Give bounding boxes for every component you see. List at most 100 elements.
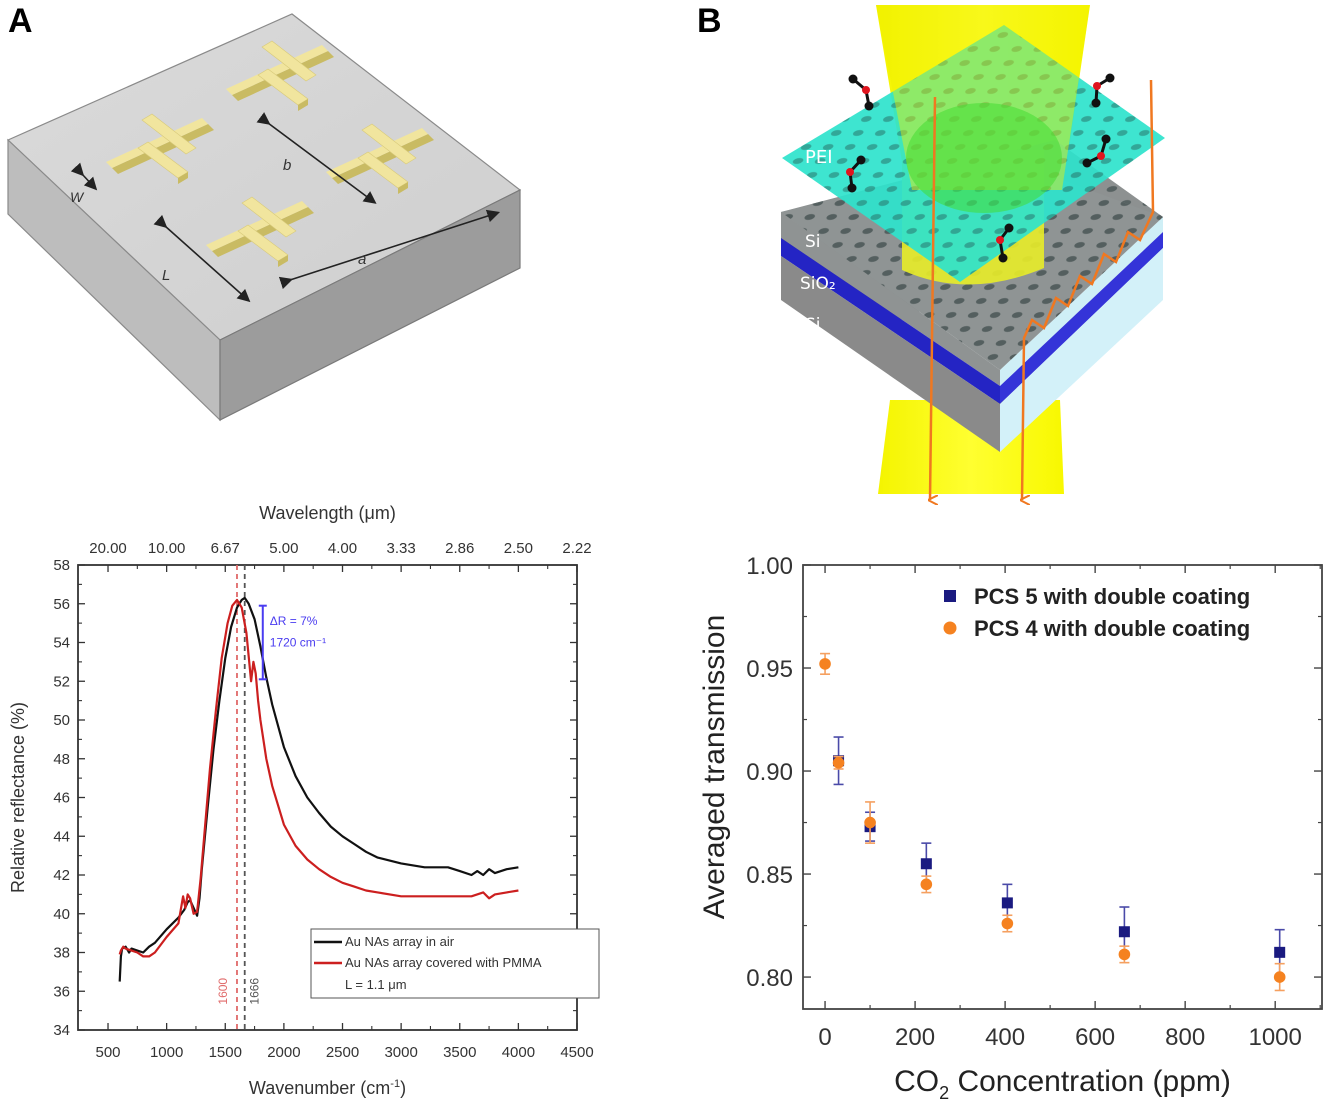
label-l: L <box>162 267 170 284</box>
data-point-pcs4 <box>1118 948 1131 961</box>
legend-marker-square <box>944 590 956 602</box>
x-tick-label: 2000 <box>267 1044 300 1061</box>
series-line-air <box>118 596 519 982</box>
beam-spot <box>906 103 1062 213</box>
x-axis-title: Wavenumber (cm-1) <box>249 1078 406 1098</box>
gold-cross <box>226 40 334 111</box>
label-sio2: SiO₂ <box>800 274 836 294</box>
legend-label: Au NAs array covered with PMMA <box>345 955 542 970</box>
annotation-delta-r: ΔR = 7% <box>270 614 318 628</box>
sio2-layer-side <box>781 238 1000 404</box>
top-x-tick-label: 20.00 <box>89 540 127 557</box>
chart-reflectance: 500 1000 1500 2000 2500 3000 3500 4000 4500 20.00… <box>8 503 600 1098</box>
data-point-pcs5 <box>1118 926 1130 938</box>
legend-marker-circle <box>943 621 957 635</box>
co2-molecule <box>1091 73 1115 108</box>
transmitted-ray <box>930 96 935 500</box>
dimension-arrow-l <box>153 214 251 303</box>
panel-b-label: B <box>697 2 722 40</box>
x-tick-label: 1500 <box>209 1044 242 1061</box>
y-tick-label: 54 <box>53 635 70 652</box>
x-tick-label: 2500 <box>326 1044 359 1061</box>
legend-label: Au NAs array in air <box>345 934 455 949</box>
data-point-pcs5 <box>1001 897 1013 909</box>
gold-cross <box>106 113 214 184</box>
y-tick-label: 52 <box>53 673 70 690</box>
y-tick-label: 34 <box>53 1022 70 1039</box>
co2-molecule <box>848 74 874 111</box>
y-tick-label: 48 <box>53 751 70 768</box>
x-tick-label: 400 <box>985 1024 1025 1051</box>
illustration-b-photonic-crystal: PEI Si SiO₂ Si <box>781 5 1165 520</box>
data-point-pcs4 <box>1273 971 1286 983</box>
data-point-pcs4 <box>1001 917 1014 930</box>
y-axis-title: Relative reflectance (%) <box>8 702 28 893</box>
vline-label: 1600 <box>216 978 230 1005</box>
illustration-a-nanoantenna-array: b L a W <box>6 13 522 422</box>
legend-label: PCS 4 with double coating <box>974 616 1250 641</box>
y-tick-label: 46 <box>53 790 70 807</box>
vline-label: 1666 <box>248 978 262 1005</box>
si-upper-right <box>1000 217 1163 386</box>
x-tick-label: 1000 <box>150 1044 183 1061</box>
top-x-tick-label: 2.50 <box>504 540 533 557</box>
top-x-tick-label: 2.22 <box>562 540 591 557</box>
x-tick-label: 1000 <box>1248 1024 1301 1051</box>
y-tick-label: 58 <box>53 557 70 574</box>
plot-frame <box>802 564 1323 1010</box>
dimension-arrow-w <box>70 162 98 191</box>
panel-a-label: A <box>8 2 33 40</box>
top-x-tick-label: 6.67 <box>211 540 240 557</box>
y-tick-label: 0.80 <box>746 965 793 992</box>
data-point-pcs4 <box>832 756 845 769</box>
label-pei: PEI <box>805 147 833 168</box>
si-lower-right <box>1000 248 1163 452</box>
dimension-arrow-a <box>278 209 501 290</box>
series-line-pmma <box>118 598 519 958</box>
x-tick-label: 200 <box>895 1024 935 1051</box>
legend-label: PCS 5 with double coating <box>974 584 1250 609</box>
y-tick-label: 0.95 <box>746 656 793 683</box>
x-tick-label: 800 <box>1165 1024 1205 1051</box>
sio2-right <box>1000 232 1163 404</box>
x-tick-label: 500 <box>95 1044 120 1061</box>
x-tick-label: 0 <box>818 1024 831 1051</box>
y-tick-label: 42 <box>53 867 70 884</box>
label-b: b <box>283 157 291 174</box>
top-x-tick-label: 5.00 <box>269 540 298 557</box>
x-tick-label: 4500 <box>560 1044 593 1061</box>
label-si-bottom: Si <box>805 315 821 335</box>
x-axis-title: CO2 Concentration (ppm) <box>894 1065 1231 1103</box>
y-tick-label: 38 <box>53 945 70 962</box>
y-axis-title: Averaged transmission <box>698 615 731 920</box>
x-tick-label: 600 <box>1075 1024 1115 1051</box>
y-tick-label: 44 <box>53 828 70 845</box>
top-x-tick-label: 2.86 <box>445 540 474 557</box>
data-point-pcs4 <box>864 816 876 829</box>
legend-box <box>310 928 600 999</box>
data-point-pcs5 <box>920 858 932 870</box>
y-tick-label: 0.85 <box>746 862 793 889</box>
legend-note: L = 1.1 μm <box>345 977 407 992</box>
dimension-arrow-b <box>256 112 377 204</box>
data-point-pcs5 <box>1274 946 1286 958</box>
top-x-tick-label: 10.00 <box>148 540 186 557</box>
y-tick-label: 1.00 <box>746 553 793 580</box>
label-si-top: Si <box>805 232 821 252</box>
annotation-wavenumber: 1720 cm⁻¹ <box>270 635 326 649</box>
guided-ray <box>1022 79 1155 500</box>
label-w: W <box>70 189 85 205</box>
top-x-tick-label: 4.00 <box>328 540 357 557</box>
y-tick-label: 40 <box>53 906 70 923</box>
y-tick-label: 36 <box>53 983 70 1000</box>
top-axis-title: Wavelength (μm) <box>259 503 396 523</box>
co2-molecule <box>846 155 866 193</box>
y-tick-label: 50 <box>53 712 70 729</box>
si-upper-side <box>781 212 1000 386</box>
data-point-pcs4 <box>819 658 831 670</box>
label-a: a <box>358 251 366 268</box>
co2-molecule <box>996 223 1014 263</box>
data-point-pcs4 <box>920 878 933 891</box>
y-tick-label: 0.90 <box>746 759 793 786</box>
